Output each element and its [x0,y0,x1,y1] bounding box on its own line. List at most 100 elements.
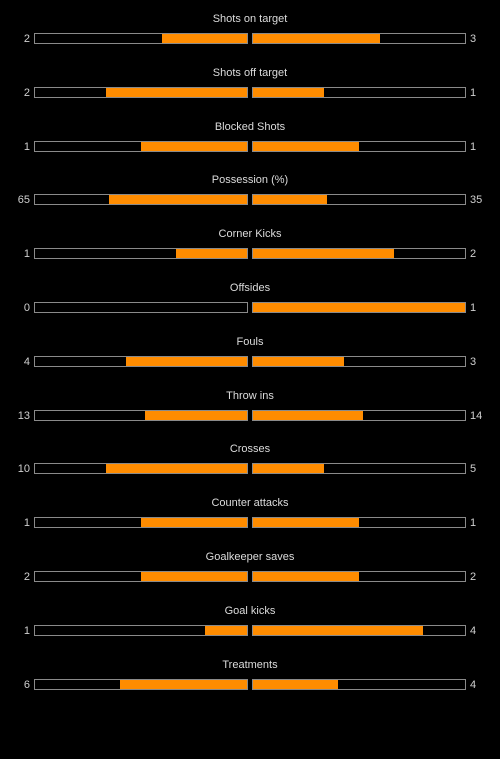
home-bar [34,463,248,475]
away-bar-fill [253,679,338,689]
home-bar-fill [109,195,247,205]
stat-label: Possession (%) [211,174,289,187]
home-value: 2 [23,33,30,45]
home-value: 1 [23,517,30,530]
away-bar [252,33,466,44]
away-bar-fill [253,34,381,43]
stat-label: Goal kicks [224,604,276,617]
away-bar-fill [253,356,344,366]
home-bar-fill [204,625,247,635]
away-value: 1 [470,86,477,99]
home-value: 1 [23,248,30,261]
stat-row: Crosses 10 5 [0,442,500,482]
home-value: 1 [23,140,30,153]
away-bar-fill [253,195,328,205]
home-value: 2 [23,571,30,583]
home-bar-fill [105,464,247,474]
away-value: 1 [470,517,477,530]
away-bar-fill [253,303,465,312]
home-bar-fill [119,679,247,689]
stat-row: Goal kicks 1 4 [0,604,500,644]
stat-row: Possession (%) 65 35 [0,173,500,213]
home-bar [34,248,248,260]
stat-row: Offsides 0 1 [0,281,500,321]
away-value: 3 [470,33,477,45]
home-bar-fill [125,356,247,366]
home-bar [34,140,248,152]
home-value: 13 [17,409,30,422]
away-bar [252,409,466,421]
stat-label: Offsides [229,282,271,294]
home-bar-fill [105,87,247,97]
away-value: 14 [470,409,483,422]
home-bar-fill [176,249,247,259]
stat-row: Shots off target 2 1 [0,66,500,106]
away-bar [252,86,466,98]
home-bar-fill [141,141,247,151]
stat-label: Corner Kicks [218,228,282,241]
stat-row: Corner Kicks 1 2 [0,227,500,267]
away-bar-fill [253,87,324,97]
away-bar-fill [253,249,395,259]
away-value: 1 [470,302,477,314]
stat-label: Blocked Shots [214,120,286,133]
stat-row: Counter attacks 1 1 [0,496,500,536]
home-value: 6 [23,678,30,691]
away-bar-fill [253,410,364,420]
home-bar-fill [162,34,247,43]
home-value: 4 [23,355,30,368]
home-bar-fill [141,572,247,581]
stat-label: Shots on target [212,13,288,25]
away-bar [252,355,466,367]
home-bar [34,571,248,582]
away-bar-fill [253,625,423,635]
home-bar [34,86,248,98]
home-value: 1 [23,624,30,637]
away-bar [252,302,466,313]
away-bar [252,140,466,152]
stat-row: Throw ins 13 14 [0,389,500,429]
away-value: 2 [470,248,477,261]
home-bar [34,194,248,206]
away-bar [252,248,466,260]
stat-row: Goalkeeper saves 2 2 [0,550,500,590]
home-value: 2 [23,86,30,99]
stat-label: Crosses [229,443,271,456]
away-value: 4 [470,678,477,691]
away-value: 4 [470,624,477,637]
home-value: 0 [23,302,30,314]
away-bar [252,571,466,582]
away-value: 35 [470,194,483,207]
home-bar [34,355,248,367]
away-bar-fill [253,141,359,151]
home-bar [34,517,248,529]
home-bar [34,33,248,44]
stat-row: Fouls 4 3 [0,335,500,375]
home-bar-fill [145,410,247,420]
home-bar [34,302,248,313]
stat-label: Counter attacks [211,497,289,510]
home-bar-fill [141,518,247,528]
away-value: 1 [470,140,477,153]
stat-label: Throw ins [226,389,274,402]
stat-label: Shots off target [212,66,288,79]
away-bar-fill [253,572,359,581]
away-value: 3 [470,355,477,368]
away-bar [252,678,466,690]
away-bar [252,463,466,475]
away-bar-fill [253,464,324,474]
home-value: 10 [17,463,30,476]
home-bar [34,409,248,421]
stat-row: Treatments 6 4 [0,658,500,698]
stat-row: Shots on target 2 3 [0,12,500,52]
stat-label: Treatments [222,658,278,671]
stat-label: Fouls [236,335,264,348]
stat-label: Goalkeeper saves [205,551,295,563]
away-bar [252,194,466,206]
away-bar [252,624,466,636]
away-bar [252,517,466,529]
home-bar [34,678,248,690]
away-value: 5 [470,463,477,476]
away-value: 2 [470,571,477,583]
